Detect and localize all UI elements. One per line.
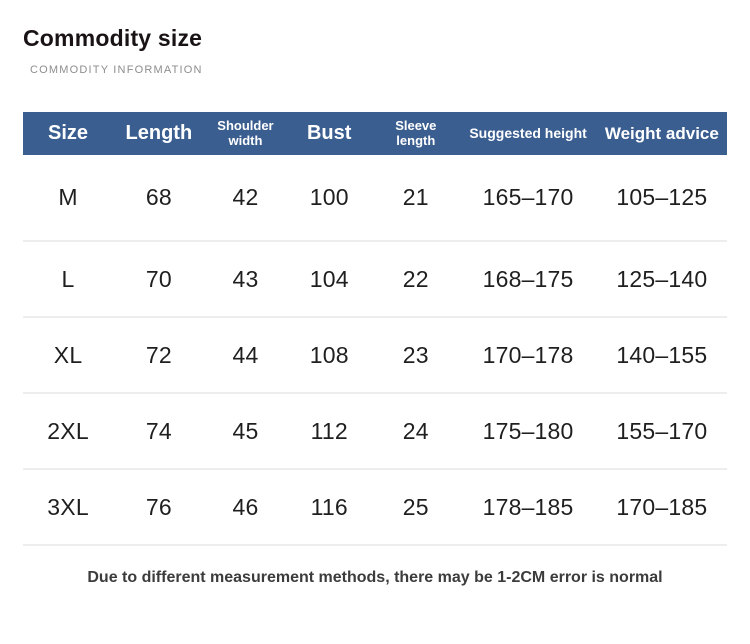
- cell-bust: 100: [286, 155, 373, 242]
- column-header-length: Length: [113, 112, 205, 155]
- cell-shoulder-width: 45: [204, 393, 287, 470]
- cell-bust: 104: [286, 241, 373, 318]
- cell-length: 70: [113, 241, 205, 318]
- cell-weight-advice: 105–125: [596, 155, 727, 242]
- cell-size: 2XL: [23, 393, 114, 470]
- cell-shoulder-width: 44: [204, 317, 287, 394]
- cell-suggested-height: 168–175: [459, 241, 597, 318]
- cell-size: M: [23, 155, 114, 242]
- cell-sleeve-length: 23: [372, 317, 460, 394]
- table-row-xl: XL 72 44 108 23 170–178 140–155: [23, 317, 727, 394]
- cell-weight-advice: 155–170: [596, 393, 727, 470]
- column-header-weight-advice: Weight advice: [596, 112, 727, 155]
- table-row-l: L 70 43 104 22 168–175 125–140: [23, 241, 727, 318]
- cell-length: 68: [113, 155, 205, 242]
- cell-size: L: [23, 241, 114, 318]
- cell-length: 72: [113, 317, 205, 394]
- cell-sleeve-length: 24: [372, 393, 460, 470]
- cell-shoulder-width: 46: [204, 469, 287, 546]
- cell-weight-advice: 125–140: [596, 241, 727, 318]
- cell-shoulder-width: 42: [204, 155, 287, 242]
- cell-sleeve-length: 21: [372, 155, 460, 242]
- page-subtitle: COMMODITY INFORMATION: [30, 64, 203, 76]
- cell-bust: 112: [286, 393, 373, 470]
- cell-size: XL: [23, 317, 114, 394]
- table-header-row: Size Length Shoulder width Bust Sleeve l…: [23, 112, 727, 155]
- page-title: Commodity size: [23, 25, 203, 51]
- column-header-sleeve-length: Sleeve length: [372, 112, 460, 155]
- cell-weight-advice: 140–155: [596, 317, 727, 394]
- cell-sleeve-length: 25: [372, 469, 460, 546]
- column-header-shoulder-width: Shoulder width: [204, 112, 287, 155]
- table-row-3xl: 3XL 76 46 116 25 178–185 170–185: [23, 469, 727, 546]
- table-row-2xl: 2XL 74 45 112 24 175–180 155–170: [23, 393, 727, 470]
- cell-weight-advice: 170–185: [596, 469, 727, 546]
- table-row-m: M 68 42 100 21 165–170 105–125: [23, 155, 727, 242]
- cell-suggested-height: 178–185: [459, 469, 597, 546]
- cell-size: 3XL: [23, 469, 114, 546]
- cell-length: 76: [113, 469, 205, 546]
- cell-sleeve-length: 22: [372, 241, 460, 318]
- size-table: Size Length Shoulder width Bust Sleeve l…: [23, 112, 727, 546]
- cell-suggested-height: 170–178: [459, 317, 597, 394]
- cell-suggested-height: 165–170: [459, 155, 597, 242]
- column-header-bust: Bust: [286, 112, 373, 155]
- measurement-error-note: Due to different measurement methods, th…: [87, 569, 663, 586]
- cell-shoulder-width: 43: [204, 241, 287, 318]
- column-header-suggested-height: Suggested height: [459, 112, 597, 155]
- column-header-size: Size: [23, 112, 114, 155]
- cell-length: 74: [113, 393, 205, 470]
- cell-bust: 108: [286, 317, 373, 394]
- cell-suggested-height: 175–180: [459, 393, 597, 470]
- cell-bust: 116: [286, 469, 373, 546]
